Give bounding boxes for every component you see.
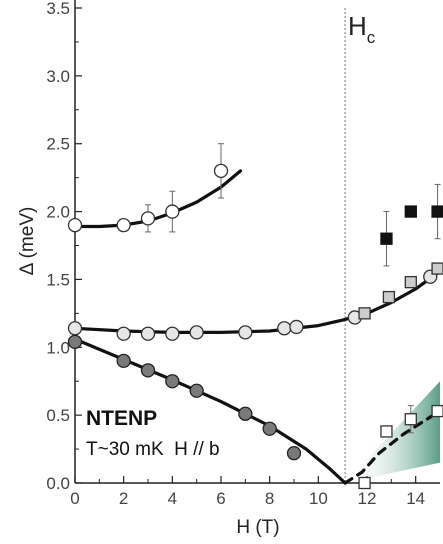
data-point-square-open [380, 425, 393, 438]
data-point-square-open [431, 404, 443, 418]
data-point-square-black [404, 205, 417, 218]
data-point-square-open [358, 476, 371, 490]
data-point-square-black [431, 205, 443, 218]
data-point-circle-open [140, 211, 156, 226]
fit-line-dashed [343, 410, 440, 485]
x-tick-label: 2 [119, 489, 128, 508]
sample-label: NTENP [86, 407, 157, 430]
axes-layer: 0 2 4 6 8 10 12 14 0.0 0.5 1.0 1.5 2.0 2.5 3.0 3.5 [46, 0, 440, 508]
data-point-circle-light [289, 319, 304, 335]
data-point-circle-open [165, 204, 180, 219]
x-tick-label: 8 [265, 489, 274, 508]
data-point-circle-dark [262, 421, 277, 436]
data-point-square-gray [404, 275, 417, 289]
critical-field-label: Hc [348, 11, 376, 47]
y-tick-label: 0.0 [46, 474, 70, 493]
y-axis-label: Δ (meV) [17, 207, 38, 276]
x-tick-label: 4 [168, 489, 177, 508]
x-axis-label: H (T) [236, 517, 279, 538]
data-point-circle-dark [165, 374, 180, 389]
y-tick-label: 3.5 [46, 0, 70, 18]
x-tick-label: 14 [406, 489, 425, 508]
data-point-circle-dark [116, 353, 131, 369]
data-point-circle-light [67, 321, 83, 336]
labels-layer: H (T) Δ (meV) Hc NTENP T~30 mK H // b [17, 11, 376, 538]
x-tick-label: 0 [70, 489, 79, 508]
data-point-square-gray [358, 307, 371, 320]
conditions-label: T~30 mK H // b [86, 439, 220, 460]
y-tick-label: 3.0 [46, 67, 70, 86]
data-point-circle-open [116, 217, 131, 233]
data-point-circle-dark [140, 363, 156, 378]
data-point-circle-open [213, 163, 229, 179]
data-point-circle-light [277, 321, 292, 336]
data-point-circle-light [189, 325, 204, 340]
fit-line [73, 269, 442, 334]
data-point-square-open [404, 413, 417, 426]
x-tick-label: 12 [358, 489, 377, 508]
data-point-circle-light [140, 326, 156, 341]
data-point-circle-light [238, 325, 253, 340]
data-point-circle-dark [286, 445, 302, 461]
data-point-circle-light [116, 326, 131, 341]
data-point-square-gray [431, 262, 443, 275]
x-tick-label: 10 [309, 489, 328, 508]
data-point-circle-dark [67, 334, 83, 350]
data-point-circle-open [67, 217, 83, 233]
fit-line [73, 169, 243, 229]
data-point-circle-dark [238, 406, 253, 421]
data-point-circle-light [165, 326, 180, 341]
y-tick-label: 1.0 [46, 338, 70, 357]
data-point-square-gray [382, 290, 396, 304]
data-point-circle-dark [189, 383, 204, 398]
data-points-layer [67, 143, 443, 490]
data-point-square-black [380, 232, 393, 245]
shaded-band [345, 381, 440, 483]
y-tick-label: 0.5 [46, 406, 70, 425]
y-tick-label: 2.0 [46, 203, 70, 222]
shaded-band-layer [345, 381, 440, 483]
x-tick-label: 6 [216, 489, 225, 508]
y-tick-label: 1.5 [46, 270, 70, 289]
y-tick-label: 2.5 [46, 135, 70, 154]
